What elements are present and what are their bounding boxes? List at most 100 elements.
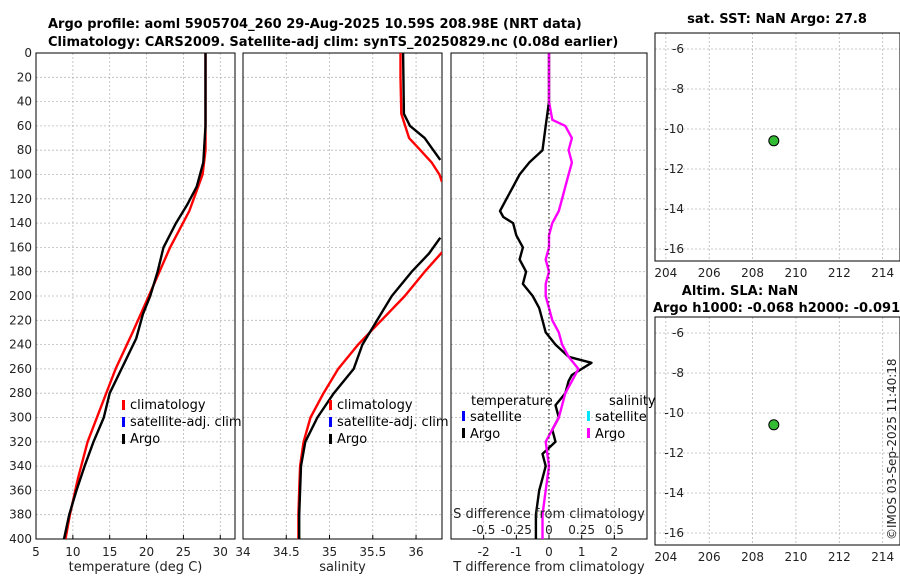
series-line-argo bbox=[62, 53, 207, 539]
x-tick-label: 5 bbox=[32, 545, 40, 559]
x-tick-label: 25 bbox=[176, 545, 191, 559]
x-tick-label: 10 bbox=[65, 545, 80, 559]
x-tick-label: 206 bbox=[698, 550, 721, 564]
x-tick-label: 2 bbox=[611, 545, 619, 559]
y-tick-label: -6 bbox=[672, 42, 684, 56]
series-line-argo bbox=[401, 53, 442, 161]
s-tick-label: 0.25 bbox=[568, 523, 595, 537]
s-difference-label: S difference from climatology bbox=[453, 507, 645, 522]
s-tick-label: 0 bbox=[545, 523, 553, 537]
y-tick-label: 240 bbox=[9, 338, 32, 352]
x-tick-label: 20 bbox=[139, 545, 154, 559]
y-tick-label: 20 bbox=[17, 70, 32, 84]
x-tick-label: 204 bbox=[654, 550, 677, 564]
y-tick-label: 180 bbox=[9, 265, 32, 279]
legend-entry: Argo bbox=[470, 427, 500, 442]
y-tick-label: -12 bbox=[664, 162, 684, 176]
y-tick-label: -14 bbox=[664, 202, 684, 216]
y-tick-label: 340 bbox=[9, 459, 32, 473]
series-line-argo bbox=[298, 237, 442, 539]
legend-temperature-title: temperature bbox=[471, 394, 553, 409]
series-line-climatology bbox=[64, 53, 207, 539]
legend-entry: satellite-adj. clim bbox=[130, 415, 242, 430]
x-tick-label: 210 bbox=[784, 266, 807, 280]
legend-swatch bbox=[122, 417, 125, 427]
x-tick-label: 214 bbox=[871, 266, 894, 280]
s-tick-label: -0.5 bbox=[472, 523, 495, 537]
axes-frame bbox=[35, 52, 236, 540]
sst-map-panel: 204 206 208 210 212 214 -6 -8 -10 -12 -14 -16 sat. S… bbox=[654, 12, 900, 280]
x-tick-label: 1 bbox=[578, 545, 586, 559]
salinity-panel: 34 34.5 35 35.5 36 salinity climatology satelli… bbox=[235, 52, 449, 575]
x-tick-label: 204 bbox=[654, 266, 677, 280]
sla-map-panel: 204 206 208 210 212 214 -6 -8 -10 -12 -14 -16 Altim.… bbox=[653, 284, 900, 564]
title-line-2: Climatology: CARS2009. Satellite-adj cli… bbox=[48, 35, 618, 50]
y-tick-label: 200 bbox=[9, 289, 32, 303]
y-tick-label: -12 bbox=[664, 446, 684, 460]
legend-swatch bbox=[587, 411, 590, 421]
legend-swatch bbox=[329, 434, 332, 444]
series-line-climatology bbox=[399, 53, 442, 183]
axes-frame bbox=[654, 32, 900, 262]
y-tick-label: -6 bbox=[672, 326, 684, 340]
x-tick-label: 208 bbox=[741, 266, 764, 280]
x-tick-label: 206 bbox=[698, 266, 721, 280]
temperature-panel: 5 10 15 20 25 3002040608010012014016018020022… bbox=[9, 46, 242, 575]
y-tick-label: 280 bbox=[9, 386, 32, 400]
x-tick-label: 35 bbox=[322, 545, 337, 559]
x-tick-label: 36 bbox=[408, 545, 423, 559]
x-tick-label: 212 bbox=[828, 550, 851, 564]
legend-entry: climatology bbox=[130, 398, 206, 413]
legend-swatch bbox=[122, 434, 125, 444]
x-tick-label: 30 bbox=[213, 545, 228, 559]
series-line-climatology bbox=[297, 251, 442, 539]
s-tick-label: -0.25 bbox=[501, 523, 532, 537]
argo-position-marker bbox=[768, 419, 780, 431]
legend-salinity-title: salinity bbox=[609, 394, 656, 409]
legend-entry: satellite bbox=[470, 410, 522, 425]
x-tick-label: 210 bbox=[784, 550, 807, 564]
y-tick-label: 160 bbox=[9, 240, 32, 254]
y-tick-label: 400 bbox=[9, 532, 32, 546]
y-tick-label: 220 bbox=[9, 313, 32, 327]
y-tick-label: 380 bbox=[9, 508, 32, 522]
legend-entry: climatology bbox=[337, 398, 413, 413]
x-tick-label: 34 bbox=[235, 545, 250, 559]
y-tick-label: -10 bbox=[664, 406, 684, 420]
legend-swatch bbox=[329, 400, 332, 410]
x-tick-label: 212 bbox=[828, 266, 851, 280]
y-tick-label: -8 bbox=[672, 82, 684, 96]
x-tick-label: 0 bbox=[545, 545, 553, 559]
legend-entry: satellite-adj. clim bbox=[337, 415, 449, 430]
title-line-1: Argo profile: aoml 5905704_260 29-Aug-20… bbox=[48, 17, 582, 32]
y-tick-label: 80 bbox=[17, 143, 32, 157]
y-tick-label: -16 bbox=[664, 526, 684, 540]
y-tick-label: -8 bbox=[672, 366, 684, 380]
legend-swatch bbox=[462, 411, 465, 421]
difference-panel: -2 -1 0 1 2T difference from climatology S di… bbox=[450, 52, 656, 575]
x-tick-label: 214 bbox=[871, 550, 894, 564]
legend-swatch bbox=[587, 428, 590, 438]
series-line-temperature-argo bbox=[498, 53, 593, 539]
x-axis-label: temperature (deg C) bbox=[69, 560, 203, 575]
y-tick-label: 60 bbox=[17, 119, 32, 133]
axes-frame bbox=[654, 316, 900, 546]
y-tick-label: 320 bbox=[9, 435, 32, 449]
y-tick-label: 360 bbox=[9, 483, 32, 497]
legend-swatch bbox=[462, 428, 465, 438]
s-tick-label: 0.5 bbox=[605, 523, 624, 537]
y-tick-label: -16 bbox=[664, 242, 684, 256]
argo-position-marker bbox=[768, 135, 780, 147]
axes-frame bbox=[242, 52, 443, 540]
legend-entry: Argo bbox=[337, 432, 367, 447]
y-tick-label: 0 bbox=[24, 46, 32, 60]
legend-entry: satellite bbox=[595, 410, 647, 425]
y-tick-label: 120 bbox=[9, 192, 32, 206]
series-line-salinity-argo bbox=[541, 53, 580, 539]
legend-swatch bbox=[122, 400, 125, 410]
y-tick-label: 100 bbox=[9, 168, 32, 182]
y-tick-label: 140 bbox=[9, 216, 32, 230]
sla-title: Altim. SLA: NaN bbox=[682, 284, 798, 299]
imos-watermark: ©IMOS 03-Sep-2025 11:40:18 bbox=[885, 358, 899, 540]
